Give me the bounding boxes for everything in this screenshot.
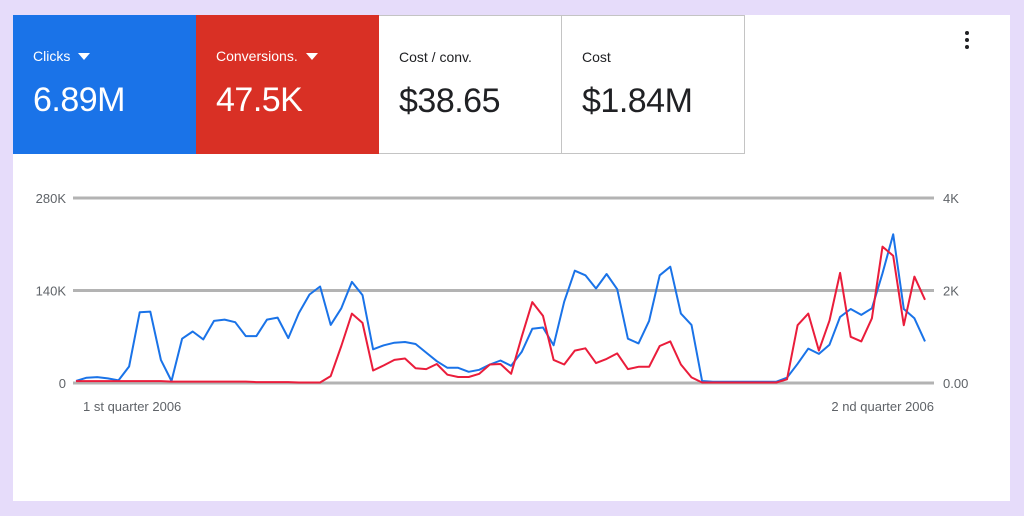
metric-label: Cost / conv.	[399, 49, 472, 65]
metric-value: $38.65	[399, 82, 501, 120]
metric-tiles: Clicks 6.89M Conversions. 47.5K Cost / c…	[13, 15, 745, 154]
y-left-tick-label: 140K	[36, 284, 67, 299]
y-right-tick-label: 2K	[943, 284, 959, 299]
metric-tile-cost-per-conv[interactable]: Cost / conv. $38.65	[379, 15, 562, 154]
y-left-tick-label: 280K	[36, 191, 67, 206]
series-line-clicks	[75, 233, 926, 383]
metric-label: Cost	[582, 49, 611, 65]
y-right-tick-label: 0.00	[943, 376, 968, 391]
series-line-conversions	[76, 245, 926, 384]
x-tick-label: 1 st quarter 2006	[83, 399, 181, 414]
more-vert-icon[interactable]	[958, 27, 976, 53]
caret-down-icon[interactable]	[305, 52, 318, 60]
line-chart: 280K 140K 0 4K 2K 0.00 1 st quarter 2006 2 nd q…	[36, 191, 969, 414]
metric-tile-cost[interactable]: Cost $1.84M	[562, 15, 745, 154]
metric-value: 6.89M	[33, 81, 126, 119]
metric-label: Conversions.	[216, 48, 298, 64]
y-left-tick-label: 0	[59, 376, 66, 391]
metric-value: $1.84M	[582, 82, 693, 120]
metric-tile-conversions[interactable]: Conversions. 47.5K	[196, 15, 379, 154]
caret-down-icon[interactable]	[78, 52, 91, 60]
y-right-tick-label: 4K	[943, 191, 959, 206]
x-tick-label: 2 nd quarter 2006	[831, 399, 934, 414]
metric-tile-clicks[interactable]: Clicks 6.89M	[13, 15, 196, 154]
metric-value: 47.5K	[216, 81, 303, 119]
dashboard-card: Clicks 6.89M Conversions. 47.5K Cost / c…	[13, 15, 1010, 501]
metric-label: Clicks	[33, 48, 71, 64]
